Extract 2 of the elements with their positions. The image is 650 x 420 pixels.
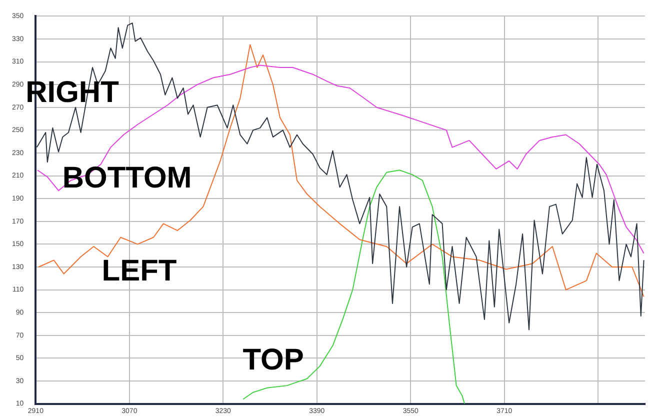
series-label: TOP	[242, 343, 304, 376]
series-label: LEFT	[102, 254, 177, 288]
